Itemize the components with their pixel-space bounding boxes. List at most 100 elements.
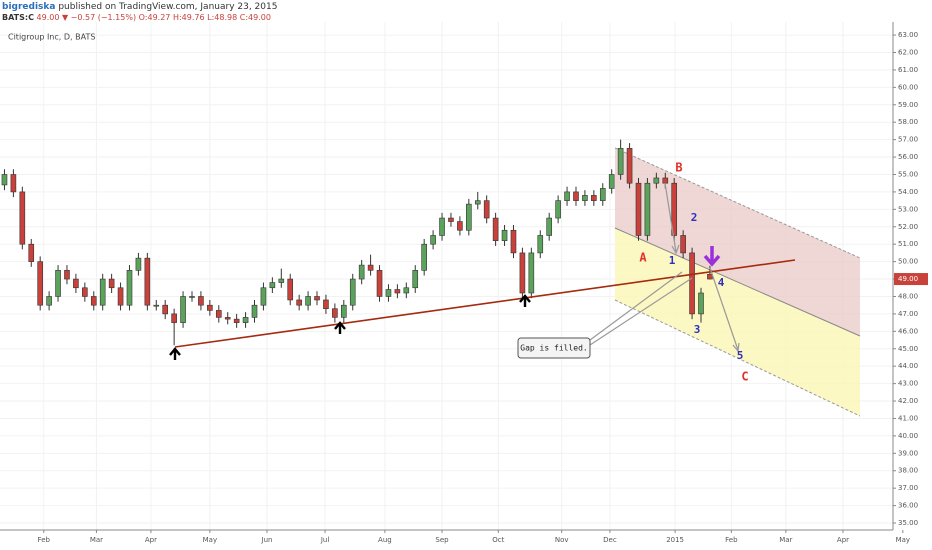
candle-body — [394, 289, 401, 294]
channel-lower — [615, 228, 860, 416]
ohlc: L:48.98 — [207, 13, 237, 22]
candle-body — [457, 221, 463, 231]
x-tick-label: Aug — [378, 536, 392, 544]
callout-text: Gap is filled. — [520, 344, 587, 353]
last-price-label: 49.00 — [898, 275, 918, 283]
candle-body — [287, 278, 294, 301]
y-tick-label: 37.00 — [898, 484, 918, 492]
candle-body — [90, 296, 97, 306]
candle-body — [117, 287, 124, 306]
candle-body — [573, 191, 579, 201]
candle-body — [341, 304, 347, 318]
candle-body — [99, 278, 106, 306]
y-tick-label: 57.00 — [898, 136, 918, 144]
y-tick-label: 62.00 — [898, 48, 918, 56]
candle-body — [1, 174, 8, 186]
y-tick-label: 35.00 — [898, 519, 918, 527]
x-tick-label: Jun — [261, 536, 273, 544]
candle-body — [46, 296, 52, 306]
wave-label: C — [741, 370, 748, 384]
candle-body — [617, 148, 624, 175]
y-tick-label: 56.00 — [898, 153, 918, 161]
candle-body — [466, 203, 472, 231]
y-tick-label: 40.00 — [898, 432, 918, 440]
channel-line — [614, 299, 861, 417]
candle-body — [108, 278, 115, 289]
ohlc: H:49.76 — [173, 13, 205, 22]
candle-body — [376, 270, 383, 297]
candle-body — [28, 243, 35, 262]
x-tick-label: Apr — [145, 536, 157, 544]
published: published on TradingView.com, January 23… — [58, 2, 277, 12]
candle-body — [439, 217, 445, 236]
x-tick-label: Feb — [38, 536, 51, 544]
candle-body — [474, 200, 481, 205]
candle-body — [546, 217, 552, 236]
y-tick-label: 63.00 — [898, 31, 918, 39]
candle-body — [448, 217, 454, 222]
wave-label: 3 — [694, 323, 701, 336]
candle-body — [707, 274, 713, 280]
candle-body — [367, 264, 374, 271]
trend-line — [174, 259, 796, 348]
x-tick-label: May — [896, 536, 910, 544]
y-tick-label: 45.00 — [898, 345, 918, 353]
x-tick-label: 2015 — [666, 536, 684, 544]
candle-body — [215, 310, 222, 318]
candle-body — [19, 191, 26, 245]
candle-body — [296, 299, 302, 306]
channel-line — [614, 227, 861, 337]
candle-body — [171, 313, 177, 323]
legend: BATS:C 49.00 ▼ −0.57 (−1.15%) O:49.27 H:… — [2, 13, 271, 22]
candle-body — [510, 229, 517, 254]
ohlc: C:49.00 — [240, 13, 271, 22]
y-tick-label: 52.00 — [898, 223, 918, 231]
y-tick-label: 44.00 — [898, 362, 918, 370]
price: 49.00 — [37, 13, 60, 22]
y-tick-label: 55.00 — [898, 170, 918, 178]
wave-label: 2 — [691, 211, 698, 224]
candle-body — [260, 287, 267, 306]
y-tick-label: 43.00 — [898, 380, 918, 388]
x-tick-label: May — [203, 536, 217, 544]
candle-body — [430, 235, 436, 245]
candle-body — [635, 182, 642, 236]
chart-title: Citigroup Inc, D, BATS — [8, 33, 95, 42]
candle-body — [64, 270, 70, 280]
candle-body — [207, 304, 213, 311]
x-tick-label: Dec — [603, 536, 617, 544]
axes: 35.00 36.00 37.00 38.00 39.00 40.00 41.00 42.00… — [38, 31, 928, 544]
candle-body — [358, 264, 365, 280]
candle-body — [653, 177, 660, 184]
candle-body — [189, 296, 195, 298]
candle-body — [564, 191, 570, 201]
candle-body — [73, 278, 79, 289]
candle-body — [582, 195, 588, 201]
x-tick-label: Sep — [435, 536, 449, 544]
candle-body — [412, 270, 419, 289]
y-tick-label: 51.00 — [898, 240, 918, 248]
y-tick-label: 47.00 — [898, 310, 918, 318]
candle-body — [599, 188, 606, 201]
candle-body — [242, 317, 249, 323]
candle-body — [135, 257, 142, 271]
callout-box — [517, 337, 591, 359]
ohlc: O:49.27 — [139, 13, 171, 22]
candle-body — [323, 299, 329, 309]
last-price-box — [894, 273, 928, 286]
candle-body — [144, 257, 151, 306]
candle-body — [528, 252, 535, 294]
candle-body — [626, 148, 633, 184]
candle-body — [305, 296, 311, 306]
change: ▼ −0.57 (−1.15%) — [62, 13, 136, 22]
x-tick-label: Oct — [492, 536, 504, 544]
y-tick-label: 58.00 — [898, 118, 918, 126]
wave-label: 4 — [718, 276, 725, 289]
symbol: BATS:C — [2, 13, 34, 22]
down-arrow — [703, 246, 721, 267]
candle-body — [644, 182, 651, 236]
x-tick-label: Mar — [779, 536, 792, 544]
wave-label: B — [675, 161, 682, 175]
candle-body — [332, 308, 338, 318]
